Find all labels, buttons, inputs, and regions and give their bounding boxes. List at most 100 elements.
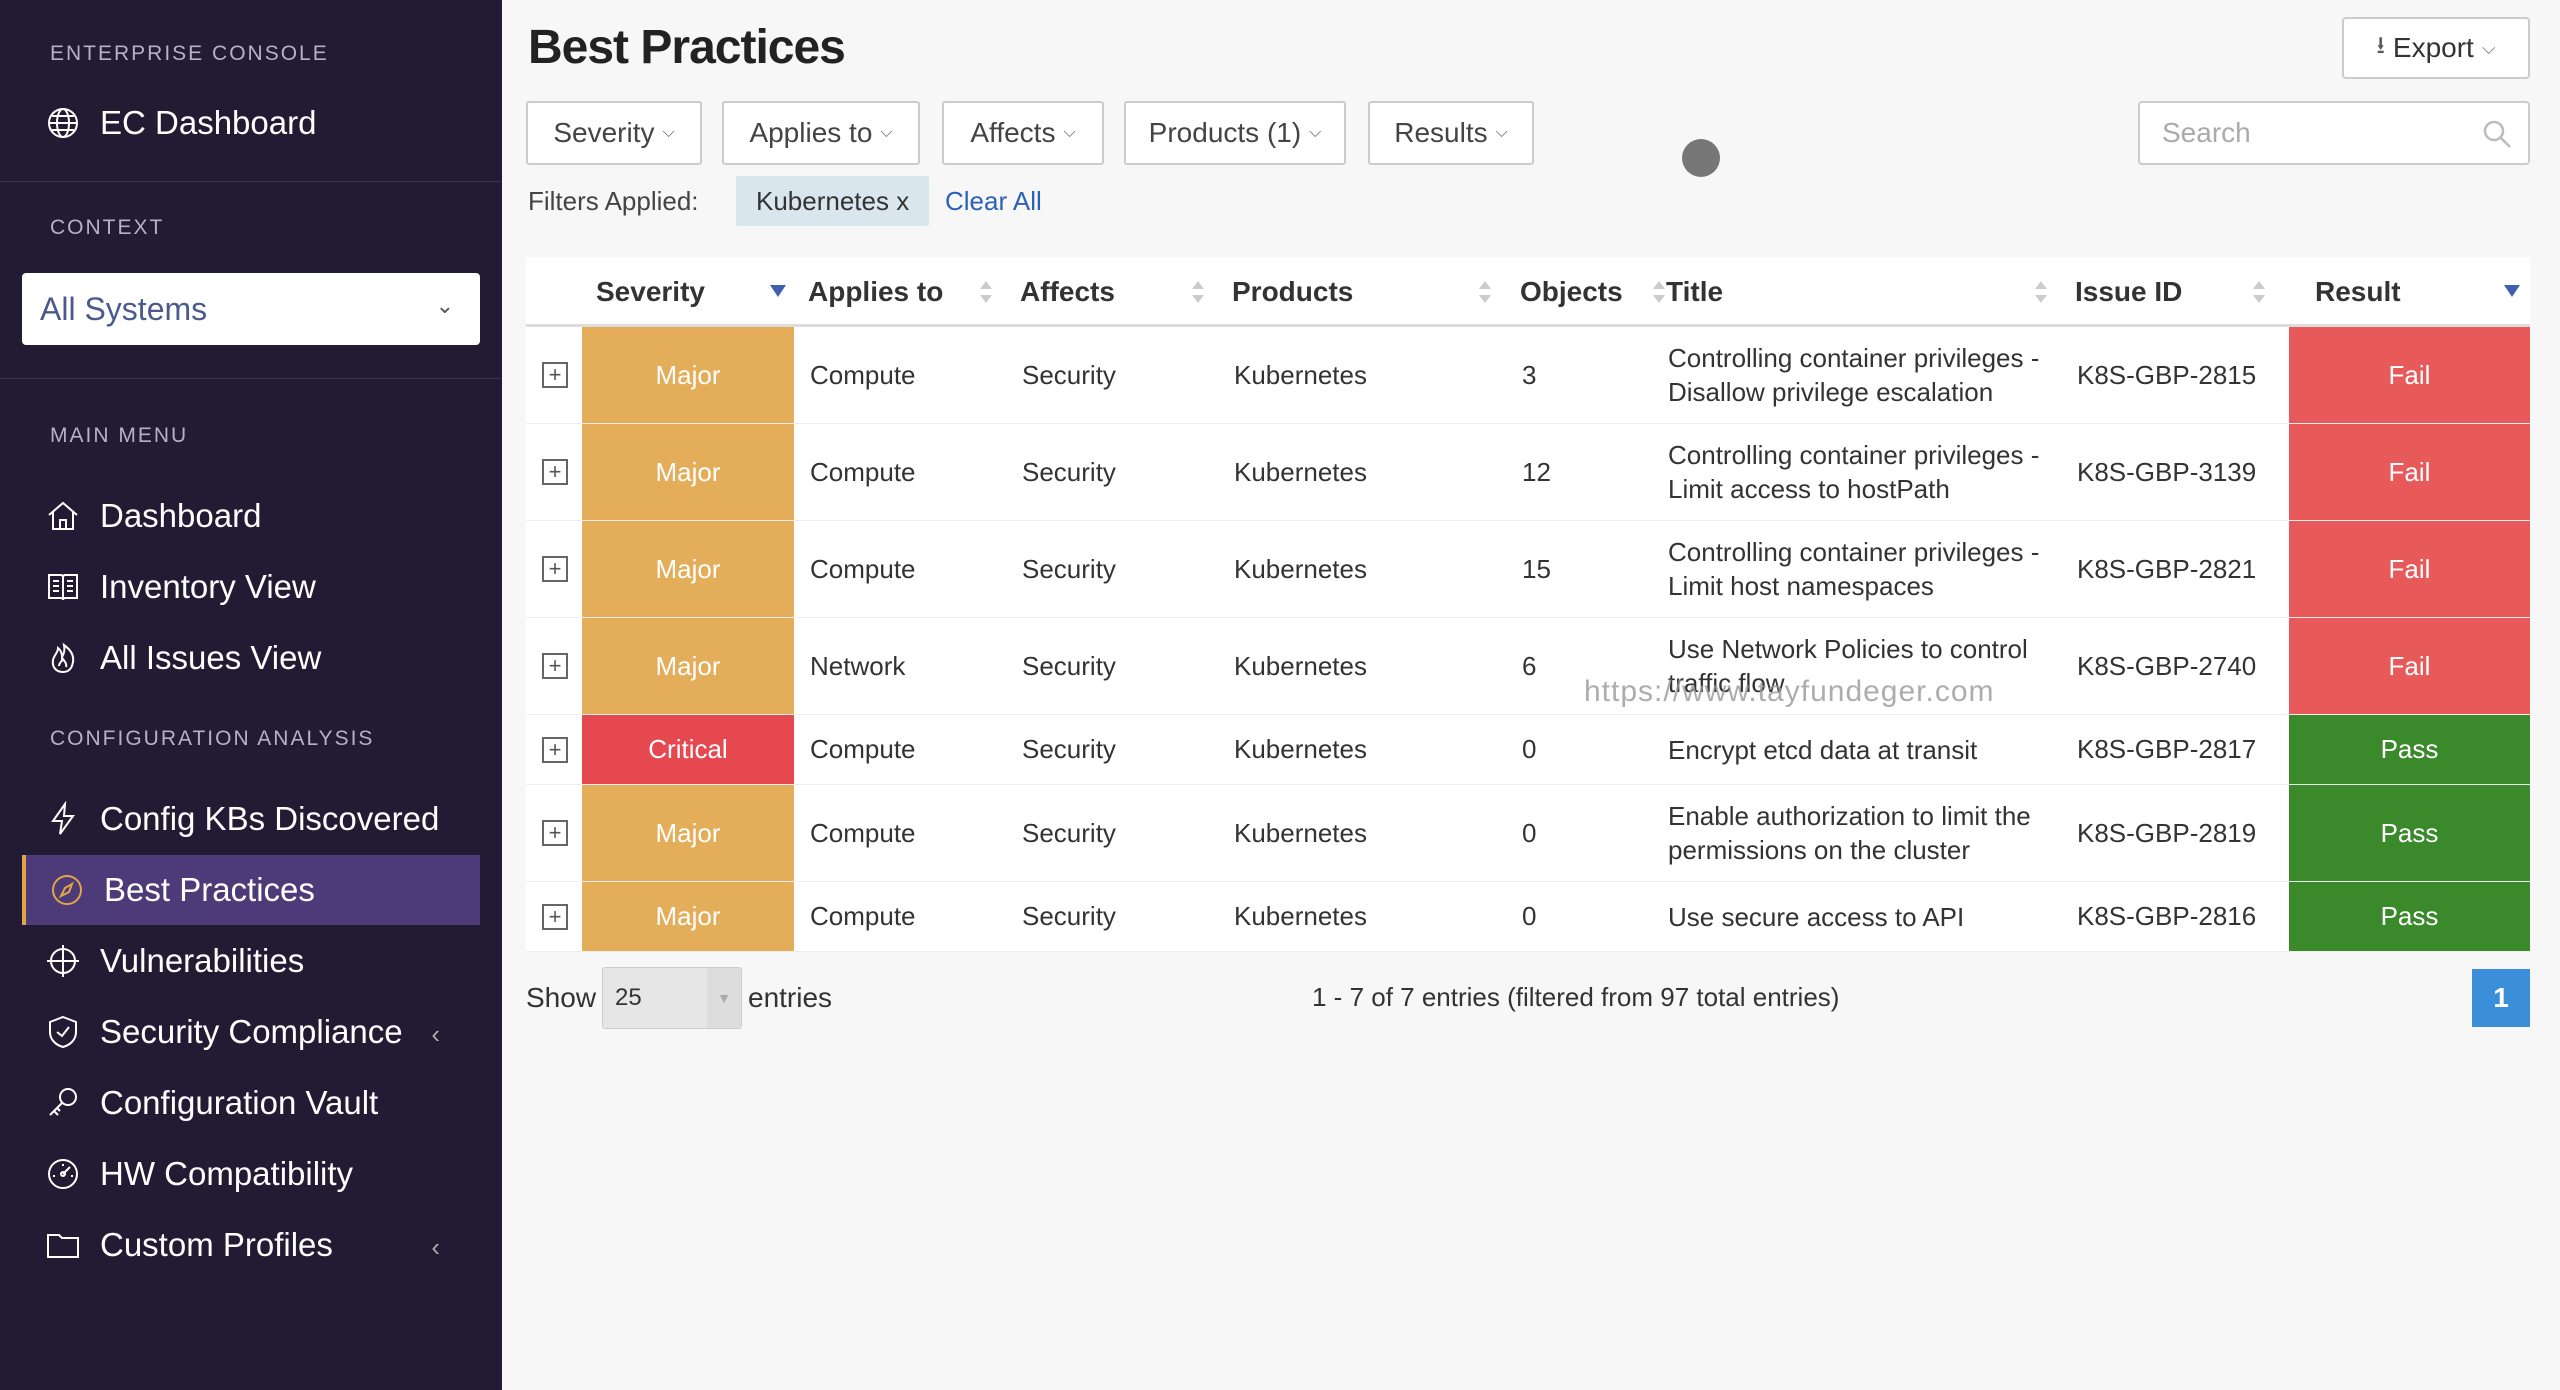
compass-icon [48, 871, 86, 909]
table-row[interactable]: + Major Network Security Kubernetes 6 Us… [526, 618, 2530, 715]
sidebar-item-dashboard[interactable]: Dashboard [22, 481, 480, 551]
filter-products-button[interactable]: Products (1) ⌵ [1124, 101, 1346, 165]
sidebar-item-custom-profiles[interactable]: Custom Profiles ‹ [22, 1210, 480, 1280]
chevron-down-icon: ▼ [707, 968, 741, 1028]
chevron-down-icon: ⌵ [662, 124, 675, 141]
filter-affects-button[interactable]: Affects ⌵ [942, 101, 1104, 165]
table-header: Severity Applies to Affects Products Obj… [526, 257, 2530, 327]
search-icon[interactable] [2482, 119, 2512, 149]
affects-cell: Security [1022, 817, 1116, 848]
table-row[interactable]: + Major Compute Security Kubernetes 12 C… [526, 424, 2530, 521]
result-badge: Fail [2289, 618, 2530, 714]
table-row[interactable]: + Major Compute Security Kubernetes 0 Us… [526, 882, 2530, 952]
expand-icon[interactable]: + [542, 820, 568, 846]
bolt-icon [44, 800, 82, 838]
filter-label: Applies to [749, 117, 873, 148]
expand-icon[interactable]: + [542, 653, 568, 679]
table-row[interactable]: + Critical Compute Security Kubernetes 0… [526, 715, 2530, 785]
filter-severity-button[interactable]: Severity ⌵ [526, 101, 702, 165]
sidebar-item-config-kbs[interactable]: Config KBs Discovered [22, 784, 480, 854]
sidebar-item-configuration-vault[interactable]: Configuration Vault [22, 1068, 480, 1138]
chevron-down-icon: ⌵ [2481, 37, 2496, 58]
sort-icon[interactable] [1191, 277, 1205, 307]
table-row[interactable]: + Major Compute Security Kubernetes 15 C… [526, 521, 2530, 618]
sort-icon[interactable] [1478, 277, 1492, 307]
expand-icon[interactable]: + [542, 556, 568, 582]
objects-cell: 15 [1522, 553, 1551, 584]
sidebar-item-label: Dashboard [100, 497, 262, 534]
download-icon: ⭳ [2376, 31, 2385, 59]
chevron-down-icon: ⌄ [435, 293, 454, 318]
applies-to-cell: Compute [810, 817, 916, 848]
result-badge: Pass [2289, 785, 2530, 881]
filter-label: Results [1394, 117, 1488, 148]
page-size-select[interactable]: 25 ▼ [602, 967, 742, 1029]
divider [0, 181, 502, 182]
sidebar-item-label: EC Dashboard [100, 104, 317, 141]
title-cell: Encrypt etcd data at transit [1668, 734, 1978, 765]
sort-desc-icon[interactable] [770, 285, 786, 297]
applies-to-cell: Compute [810, 553, 916, 584]
expand-icon[interactable]: + [542, 362, 568, 388]
result-badge: Fail [2289, 424, 2530, 520]
column-header-objects[interactable]: Objects [1520, 276, 1623, 307]
column-header-products[interactable]: Products [1232, 276, 1354, 307]
applies-to-cell: Network [810, 650, 906, 681]
result-badge: Fail [2289, 327, 2530, 423]
context-select[interactable]: All Systems ⌄ [22, 273, 480, 345]
sidebar-item-label: Configuration Vault [100, 1084, 379, 1121]
enterprise-console-label: ENTERPRISE CONSOLE [50, 42, 329, 65]
table-row[interactable]: + Major Compute Security Kubernetes 0 En… [526, 785, 2530, 882]
sidebar-item-hw-compatibility[interactable]: HW Compatibility [22, 1139, 480, 1209]
flame-icon [44, 639, 82, 677]
table-row[interactable]: + Major Compute Security Kubernetes 3 Co… [526, 327, 2530, 424]
applies-to-cell: Compute [810, 456, 916, 487]
sidebar-item-vulnerabilities[interactable]: Vulnerabilities [22, 926, 480, 996]
search-input[interactable] [2140, 103, 2460, 163]
affects-cell: Security [1022, 901, 1116, 931]
search-box[interactable] [2138, 101, 2530, 165]
expand-icon[interactable]: + [542, 904, 568, 930]
context-label: CONTEXT [50, 216, 165, 239]
page-button-current[interactable]: 1 [2472, 969, 2530, 1027]
column-header-result[interactable]: Result [2315, 276, 2401, 307]
chevron-left-icon: ‹ [431, 1019, 440, 1049]
column-header-severity[interactable]: Severity [596, 276, 705, 307]
filter-chip-kubernetes[interactable]: Kubernetes x [736, 176, 930, 226]
column-header-applies-to[interactable]: Applies to [808, 276, 944, 307]
products-cell: Kubernetes [1234, 817, 1367, 848]
expand-icon[interactable]: + [542, 459, 568, 485]
filter-applies-to-button[interactable]: Applies to ⌵ [722, 101, 920, 165]
sort-icon[interactable] [2034, 277, 2048, 307]
main-content: Best Practices ⭳ Export ⌵ Severity ⌵ Appl… [502, 0, 2560, 1390]
sidebar-item-label: Best Practices [104, 871, 315, 908]
severity-badge: Major [582, 424, 794, 520]
sidebar-item-all-issues-view[interactable]: All Issues View [22, 623, 480, 693]
result-badge: Pass [2289, 715, 2530, 784]
severity-badge: Major [582, 882, 794, 951]
sidebar-item-label: Security Compliance [100, 1013, 403, 1050]
filter-results-button[interactable]: Results ⌵ [1368, 101, 1534, 165]
column-header-issue-id[interactable]: Issue ID [2075, 276, 2183, 307]
sort-icon[interactable] [979, 277, 993, 307]
clear-all-link[interactable]: Clear All [945, 186, 1042, 216]
sidebar-item-inventory-view[interactable]: Inventory View [22, 552, 480, 622]
configuration-analysis-label: CONFIGURATION ANALYSIS [50, 727, 375, 750]
filter-label: Affects [970, 117, 1056, 148]
sort-desc-icon[interactable] [2504, 285, 2520, 297]
products-cell: Kubernetes [1234, 734, 1367, 764]
export-button[interactable]: ⭳ Export ⌵ [2342, 17, 2530, 79]
sidebar-item-best-practices[interactable]: Best Practices [22, 855, 480, 925]
objects-cell: 6 [1522, 650, 1537, 681]
sidebar-item-security-compliance[interactable]: Security Compliance ‹ [22, 997, 480, 1067]
sort-icon[interactable] [1652, 277, 1666, 307]
column-header-affects[interactable]: Affects [1020, 276, 1115, 307]
crosshair-icon [44, 942, 82, 980]
sidebar-item-ec-dashboard[interactable]: EC Dashboard [22, 88, 480, 158]
mouse-cursor [1682, 139, 1720, 177]
expand-icon[interactable]: + [542, 737, 568, 763]
sort-icon[interactable] [2252, 277, 2266, 307]
applies-to-cell: Compute [810, 901, 916, 931]
chevron-left-icon: ‹ [431, 1232, 440, 1262]
column-header-title[interactable]: Title [1666, 276, 1724, 307]
